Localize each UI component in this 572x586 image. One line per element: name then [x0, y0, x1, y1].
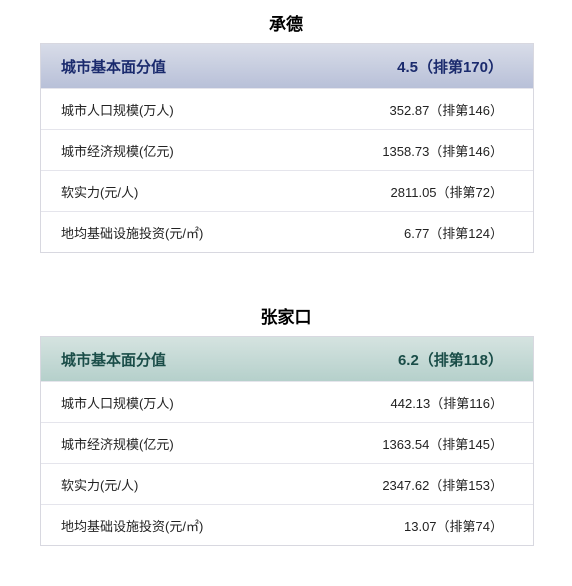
city-section-0: 承德城市基本面分值4.5（排第170）城市人口规模(万人)352.87（排第14… [0, 0, 572, 253]
row-label: 软实力(元/人) [41, 475, 303, 494]
city-table: 城市基本面分值4.5（排第170）城市人口规模(万人)352.87（排第146）… [40, 43, 534, 253]
city-title: 承德 [0, 0, 572, 43]
table-row: 城市人口规模(万人)442.13（排第116） [41, 381, 533, 422]
table-row: 城市人口规模(万人)352.87（排第146） [41, 88, 533, 129]
table-row: 软实力(元/人)2811.05（排第72） [41, 170, 533, 211]
row-label: 地均基础设施投资(元/㎡) [41, 516, 303, 535]
row-value: 442.13（排第116） [303, 393, 533, 412]
row-value: 6.77（排第124） [303, 223, 533, 242]
header-label: 城市基本面分值 [41, 56, 303, 77]
row-label: 城市经济规模(亿元) [41, 141, 303, 160]
row-label: 软实力(元/人) [41, 182, 303, 201]
header-value: 6.2（排第118） [303, 349, 533, 370]
row-value: 352.87（排第146） [303, 100, 533, 119]
table-row: 地均基础设施投资(元/㎡)6.77（排第124） [41, 211, 533, 252]
row-value: 1363.54（排第145） [303, 434, 533, 453]
row-value: 2811.05（排第72） [303, 182, 533, 201]
table-header-row: 城市基本面分值6.2（排第118） [41, 337, 533, 381]
table-header-row: 城市基本面分值4.5（排第170） [41, 44, 533, 88]
row-label: 城市经济规模(亿元) [41, 434, 303, 453]
city-table: 城市基本面分值6.2（排第118）城市人口规模(万人)442.13（排第116）… [40, 336, 534, 546]
table-row: 软实力(元/人)2347.62（排第153） [41, 463, 533, 504]
row-value: 13.07（排第74） [303, 516, 533, 535]
row-label: 城市人口规模(万人) [41, 393, 303, 412]
row-label: 城市人口规模(万人) [41, 100, 303, 119]
table-row: 地均基础设施投资(元/㎡)13.07（排第74） [41, 504, 533, 545]
row-label: 地均基础设施投资(元/㎡) [41, 223, 303, 242]
city-title: 张家口 [0, 293, 572, 336]
row-value: 2347.62（排第153） [303, 475, 533, 494]
table-row: 城市经济规模(亿元)1363.54（排第145） [41, 422, 533, 463]
header-value: 4.5（排第170） [303, 56, 533, 77]
city-section-1: 张家口城市基本面分值6.2（排第118）城市人口规模(万人)442.13（排第1… [0, 293, 572, 546]
table-row: 城市经济规模(亿元)1358.73（排第146） [41, 129, 533, 170]
row-value: 1358.73（排第146） [303, 141, 533, 160]
header-label: 城市基本面分值 [41, 349, 303, 370]
